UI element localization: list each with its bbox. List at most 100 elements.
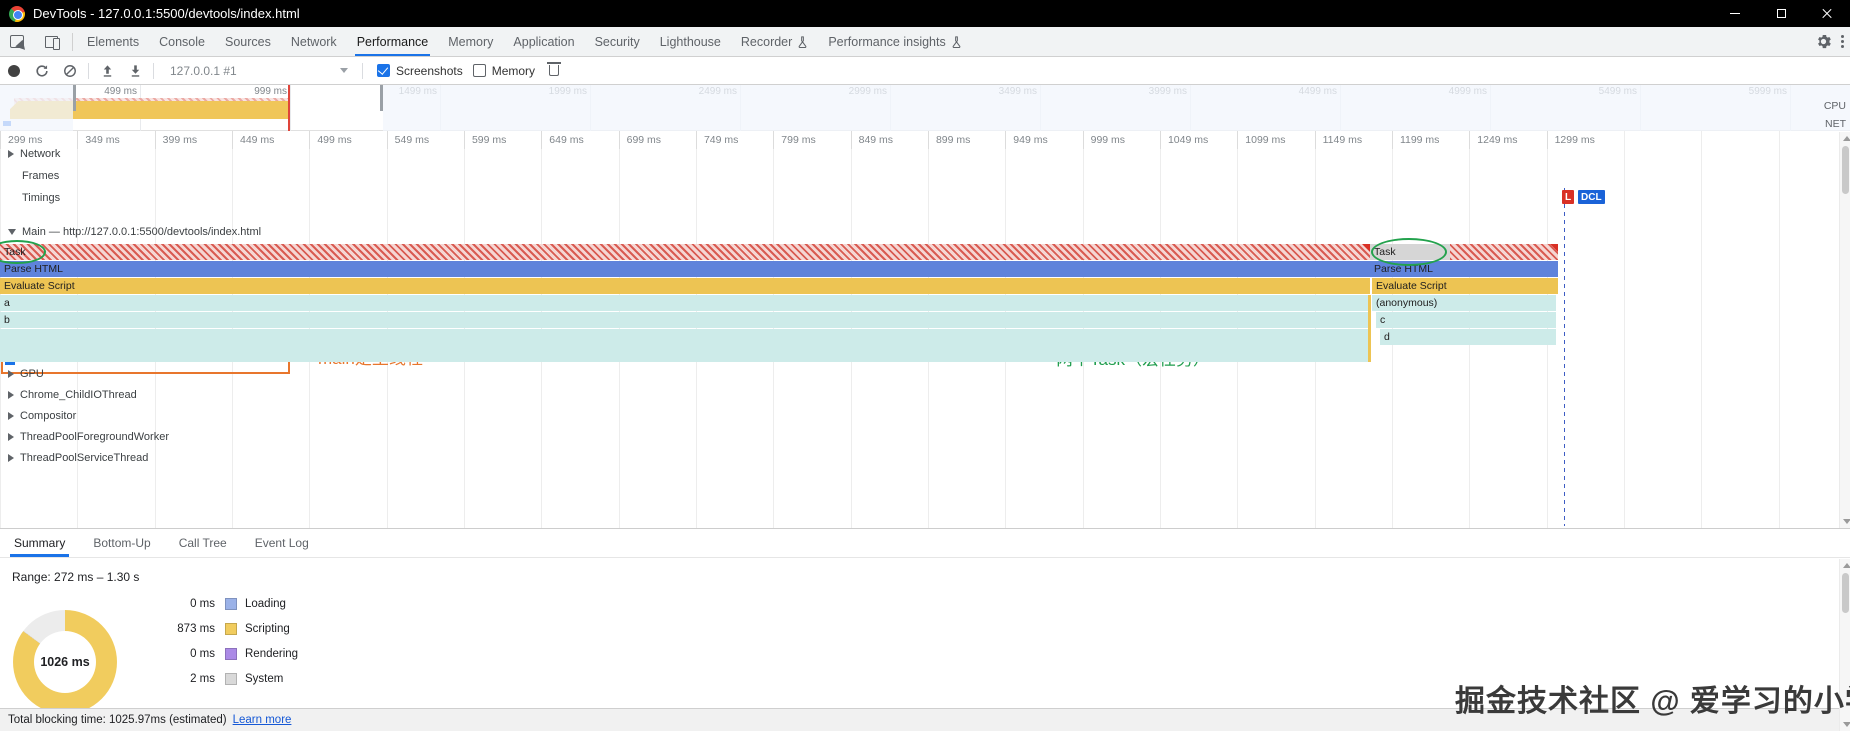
- ruler-tick-label: 399 ms: [162, 134, 198, 146]
- dcl-marker-badge[interactable]: DCL: [1578, 190, 1605, 204]
- track-frames[interactable]: Frames: [22, 170, 60, 182]
- track-gpu[interactable]: GPU: [8, 368, 44, 380]
- learn-more-link[interactable]: Learn more: [232, 714, 292, 726]
- legend-label: Rendering: [245, 648, 299, 660]
- call-stack-bar[interactable]: [0, 329, 1368, 362]
- tab-lighthouse[interactable]: Lighthouse: [650, 27, 731, 56]
- tab-network[interactable]: Network: [281, 27, 347, 56]
- fn-d-bar[interactable]: d: [1380, 329, 1556, 345]
- bottom-tab-bottom-up[interactable]: Bottom-Up: [93, 536, 151, 550]
- chevron-down-icon: [340, 68, 348, 73]
- ruler-tick-mark: [1469, 131, 1471, 149]
- window-title: DevTools - 127.0.0.1:5500/devtools/index…: [33, 6, 300, 21]
- window-left-handle[interactable]: [73, 85, 76, 111]
- ruler-tick-label: 649 ms: [549, 134, 584, 146]
- experiment-flask-icon: [952, 35, 961, 48]
- close-button[interactable]: [1804, 0, 1850, 27]
- save-profile-button[interactable]: [121, 64, 149, 78]
- tab-performance-insights[interactable]: Performance insights: [818, 27, 971, 56]
- flame-chart-area[interactable]: 299 ms 349 ms 399 ms 449 ms 499 ms 549 ms 599 …: [0, 131, 1850, 528]
- ruler-tick-mark: [773, 131, 775, 149]
- screenshots-checkbox[interactable]: [377, 64, 390, 77]
- tab-label: Recorder: [740, 34, 793, 49]
- track-network[interactable]: Network: [8, 148, 60, 160]
- load-profile-button[interactable]: [93, 64, 121, 78]
- track-timings[interactable]: Timings: [22, 192, 61, 204]
- ruler-tick-mark: [77, 131, 79, 149]
- experiment-flask-icon: [798, 35, 807, 48]
- legend-value: 0 ms: [190, 598, 215, 610]
- minimize-button[interactable]: [1712, 0, 1758, 27]
- tab-sources[interactable]: Sources: [215, 27, 281, 56]
- load-marker-badge[interactable]: L: [1562, 190, 1575, 204]
- legend-color-swatch: [225, 673, 237, 685]
- ruler-tick-label: 999 ms: [1090, 134, 1126, 146]
- fn-a-bar[interactable]: a: [0, 295, 1368, 311]
- legend-value: 2 ms: [190, 673, 215, 685]
- reload-and-record-button[interactable]: [28, 64, 56, 78]
- tab-label: Memory: [448, 34, 494, 49]
- bottom-tab-event-log[interactable]: Event Log: [254, 536, 309, 550]
- donut-total-label: 1026 ms: [40, 655, 90, 669]
- inspect-element-button[interactable]: [0, 27, 34, 56]
- track-threadpoolforegroundworker[interactable]: ThreadPoolForegroundWorker: [8, 431, 169, 443]
- anonymous-bar[interactable]: (anonymous): [1372, 295, 1556, 311]
- bottom-tab-summary[interactable]: Summary: [0, 529, 79, 557]
- tab-performance[interactable]: Performance: [347, 27, 439, 56]
- evaluate-script-bar-2[interactable]: Evaluate Script: [1372, 278, 1558, 294]
- tab-security[interactable]: Security: [585, 27, 650, 56]
- summary-scrollbar[interactable]: [1839, 559, 1850, 731]
- overview-red-marker: [288, 85, 290, 131]
- task-bar-2-stripe[interactable]: [1450, 244, 1558, 260]
- fn-c-bar[interactable]: c: [1376, 312, 1556, 328]
- ruler-tick-mark: [309, 131, 311, 149]
- fn-b-bar[interactable]: b: [0, 312, 1368, 328]
- tab-recorder[interactable]: Recorder: [731, 27, 818, 56]
- parse-html-bar-1[interactable]: Parse HTML: [0, 261, 1370, 277]
- track-chrome_childiothread[interactable]: Chrome_ChildIOThread: [8, 389, 137, 401]
- target-select[interactable]: 127.0.0.1 #1: [158, 64, 358, 78]
- tab-console[interactable]: Console: [149, 27, 215, 56]
- ruler-tick-mark: [1237, 131, 1239, 149]
- legend-value: 873 ms: [177, 623, 215, 635]
- ruler-tick-label: 1249 ms: [1477, 134, 1518, 146]
- record-button[interactable]: [0, 64, 28, 77]
- maximize-button[interactable]: [1758, 0, 1804, 27]
- record-icon: [8, 64, 20, 77]
- long-task-warning-icon: [1550, 244, 1558, 252]
- track-compositor[interactable]: Compositor: [8, 410, 76, 422]
- tab-application[interactable]: Application: [503, 27, 584, 56]
- evaluate-script-bar-1[interactable]: Evaluate Script: [0, 278, 1370, 294]
- task-bar-1[interactable]: Task: [0, 244, 1370, 260]
- clear-button[interactable]: [56, 64, 84, 78]
- legend-label: System: [245, 673, 284, 685]
- gear-icon: [1818, 34, 1831, 49]
- ruler-tick-mark: [1314, 131, 1316, 149]
- tab-memory[interactable]: Memory: [438, 27, 503, 56]
- memory-checkbox[interactable]: [472, 64, 486, 77]
- tab-label: Elements: [87, 34, 140, 49]
- ruler-tick-label: 549 ms: [394, 134, 430, 146]
- ruler-tick-label: 449 ms: [239, 134, 275, 146]
- legend-row-scripting: 873 ms Scripting: [155, 623, 290, 635]
- maximize-icon: [1776, 9, 1786, 18]
- window-right-handle[interactable]: [380, 85, 383, 111]
- settings-button[interactable]: [1816, 34, 1831, 49]
- legend-color-swatch: [225, 648, 237, 660]
- ruler-tick-mark: [463, 131, 465, 149]
- gridline: [1623, 131, 1625, 528]
- tab-label: Lighthouse: [659, 34, 721, 49]
- more-options-button[interactable]: [1841, 35, 1844, 48]
- device-toolbar-button[interactable]: [34, 27, 68, 56]
- bottom-tab-call-tree[interactable]: Call Tree: [178, 536, 227, 550]
- expand-arrow-icon: [8, 433, 14, 441]
- thread-label: GPU: [20, 368, 44, 380]
- trash-icon[interactable]: [547, 62, 562, 76]
- tracks-scrollbar[interactable]: [1839, 132, 1850, 528]
- track-threadpoolservicethread[interactable]: ThreadPoolServiceThread: [8, 452, 148, 464]
- legend-row-system: 2 ms System: [155, 673, 283, 685]
- track-main[interactable]: Main — http://127.0.0.1:5500/devtools/in…: [8, 226, 261, 238]
- tab-elements[interactable]: Elements: [77, 27, 149, 56]
